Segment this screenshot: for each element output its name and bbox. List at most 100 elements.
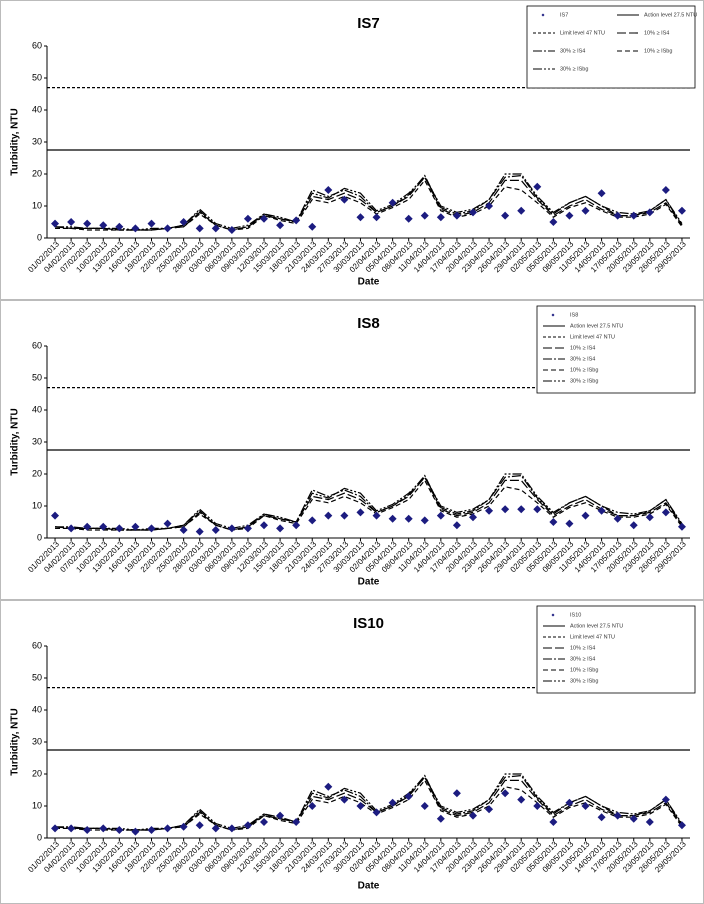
- data-point: [276, 221, 285, 230]
- data-point: [83, 826, 92, 834]
- data-point: [677, 821, 686, 830]
- data-point: [517, 795, 526, 804]
- data-point: [388, 798, 397, 807]
- data-point: [131, 224, 140, 233]
- data-point: [276, 524, 285, 533]
- legend-box: [536, 305, 696, 394]
- legend-box: [536, 605, 696, 694]
- data-point: [581, 802, 590, 810]
- legend-label: 30% ≥ IS4: [570, 656, 595, 662]
- data-point: [452, 789, 461, 798]
- data-point: [308, 222, 317, 231]
- legend-label: 30% ≥ ISbg: [570, 378, 598, 384]
- data-point: [115, 826, 124, 834]
- data-point: [227, 226, 236, 234]
- data-point: [292, 818, 301, 826]
- data-point: [533, 182, 542, 191]
- data-point: [324, 782, 333, 791]
- data-point: [501, 505, 510, 514]
- data-point: [485, 202, 494, 210]
- data-point: [83, 219, 92, 228]
- data-point: [597, 813, 606, 822]
- data-point: [131, 522, 140, 531]
- data-point: [324, 186, 333, 194]
- data-point: [420, 211, 429, 220]
- legend-label: 10% ≥ ISbg: [570, 667, 598, 673]
- data-point: [276, 811, 285, 820]
- data-point: [227, 824, 236, 833]
- chart-title: IS8: [357, 315, 380, 332]
- data-line: [55, 173, 683, 231]
- data-point: [308, 802, 317, 810]
- data-point: [260, 214, 269, 223]
- data-line: [55, 773, 683, 831]
- data-point: [468, 811, 477, 820]
- data-point: [243, 524, 252, 533]
- data-point: [597, 506, 606, 515]
- data-line: [54, 774, 683, 831]
- data-point: [597, 189, 606, 198]
- data-point: [533, 505, 542, 514]
- data-point: [243, 821, 252, 830]
- data-point: [195, 224, 204, 233]
- data-point: [533, 802, 542, 810]
- legend-marker: [551, 613, 555, 617]
- y-tick-label: 10: [32, 200, 42, 210]
- data-point: [51, 219, 60, 228]
- data-point: [501, 211, 510, 220]
- data-point: [131, 827, 140, 836]
- y-tick-label: 30: [32, 136, 42, 146]
- y-tick-label: 60: [32, 40, 42, 50]
- data-point: [613, 811, 622, 820]
- x-axis-label: Date: [358, 277, 380, 288]
- data-line: [55, 179, 683, 231]
- data-point: [645, 818, 654, 826]
- data-point: [356, 508, 365, 517]
- data-point: [388, 198, 397, 207]
- legend-label: 10% ≥ IS4: [570, 645, 595, 651]
- legend-label: 10% ≥ ISbg: [570, 367, 598, 373]
- data-point: [677, 522, 686, 531]
- data-point: [147, 524, 156, 533]
- y-tick-label: 0: [37, 232, 42, 242]
- data-point: [388, 514, 397, 523]
- data-point: [468, 208, 477, 217]
- y-tick-label: 30: [32, 436, 42, 446]
- legend-label: Action level 27.5 NTU: [570, 323, 623, 329]
- data-point: [292, 216, 301, 225]
- legend-label: Limit level 47 NTU: [570, 634, 615, 640]
- data-line: [55, 779, 683, 831]
- data-point: [195, 527, 204, 536]
- chart-title: IS7: [357, 15, 380, 32]
- data-line: [55, 473, 683, 531]
- legend-marker: [541, 13, 545, 17]
- data-point: [67, 218, 76, 226]
- data-point: [517, 206, 526, 215]
- data-point: [99, 824, 108, 833]
- data-point: [501, 789, 510, 798]
- data-line: [54, 474, 683, 531]
- data-point: [147, 826, 156, 834]
- data-point: [661, 186, 670, 194]
- data-point: [356, 213, 365, 222]
- y-tick-label: 20: [32, 468, 42, 478]
- legend-label: 30% ≥ IS4: [560, 48, 585, 54]
- data-point: [324, 511, 333, 520]
- data-point: [260, 818, 269, 826]
- legend-label: 30% ≥ ISbg: [560, 66, 588, 72]
- data-point: [67, 524, 76, 533]
- data-point: [485, 805, 494, 814]
- y-tick-label: 10: [32, 500, 42, 510]
- y-tick-label: 40: [32, 704, 42, 714]
- data-line: [55, 479, 683, 531]
- data-point: [629, 211, 638, 220]
- y-tick-label: 20: [32, 168, 42, 178]
- data-point: [613, 514, 622, 523]
- data-point: [99, 522, 108, 531]
- legend-label: IS8: [570, 312, 578, 318]
- data-point: [404, 214, 413, 223]
- data-point: [340, 511, 349, 520]
